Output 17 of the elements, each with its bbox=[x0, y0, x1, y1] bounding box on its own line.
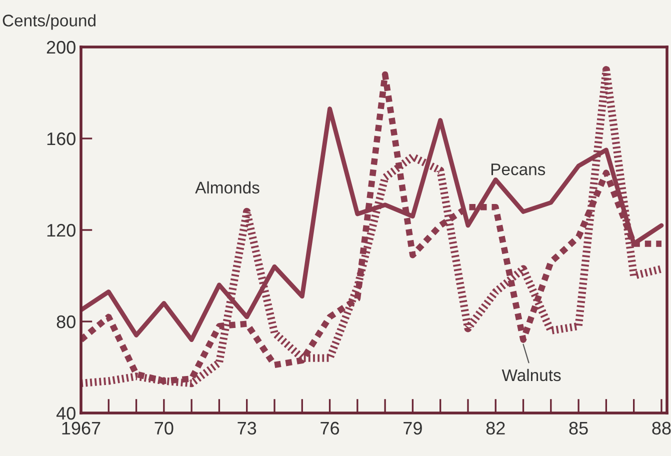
text: Walnuts bbox=[502, 368, 561, 382]
x-tick-label: 76 bbox=[320, 422, 340, 435]
y-tick-label: 40 bbox=[56, 406, 76, 420]
series-label: Almonds bbox=[195, 181, 260, 194]
series-label: Pecans bbox=[491, 164, 546, 176]
y-axis-title: Cents/pound bbox=[2, 14, 96, 30]
y-tick-label: 200 bbox=[46, 40, 76, 54]
y-tick-label: 160 bbox=[47, 132, 76, 146]
x-tick-label: 1967 bbox=[62, 422, 100, 435]
x-tick-label: 82 bbox=[486, 422, 505, 435]
x-tick-label: 85 bbox=[569, 422, 588, 435]
y-tick-label: 80 bbox=[56, 315, 76, 328]
x-tick-label: 79 bbox=[404, 422, 422, 435]
y-tick-label: 120 bbox=[47, 224, 76, 237]
x-tick-label: 88 bbox=[652, 422, 671, 435]
x-tick-label: 70 bbox=[154, 422, 174, 435]
x-tick-label: 73 bbox=[238, 422, 256, 435]
